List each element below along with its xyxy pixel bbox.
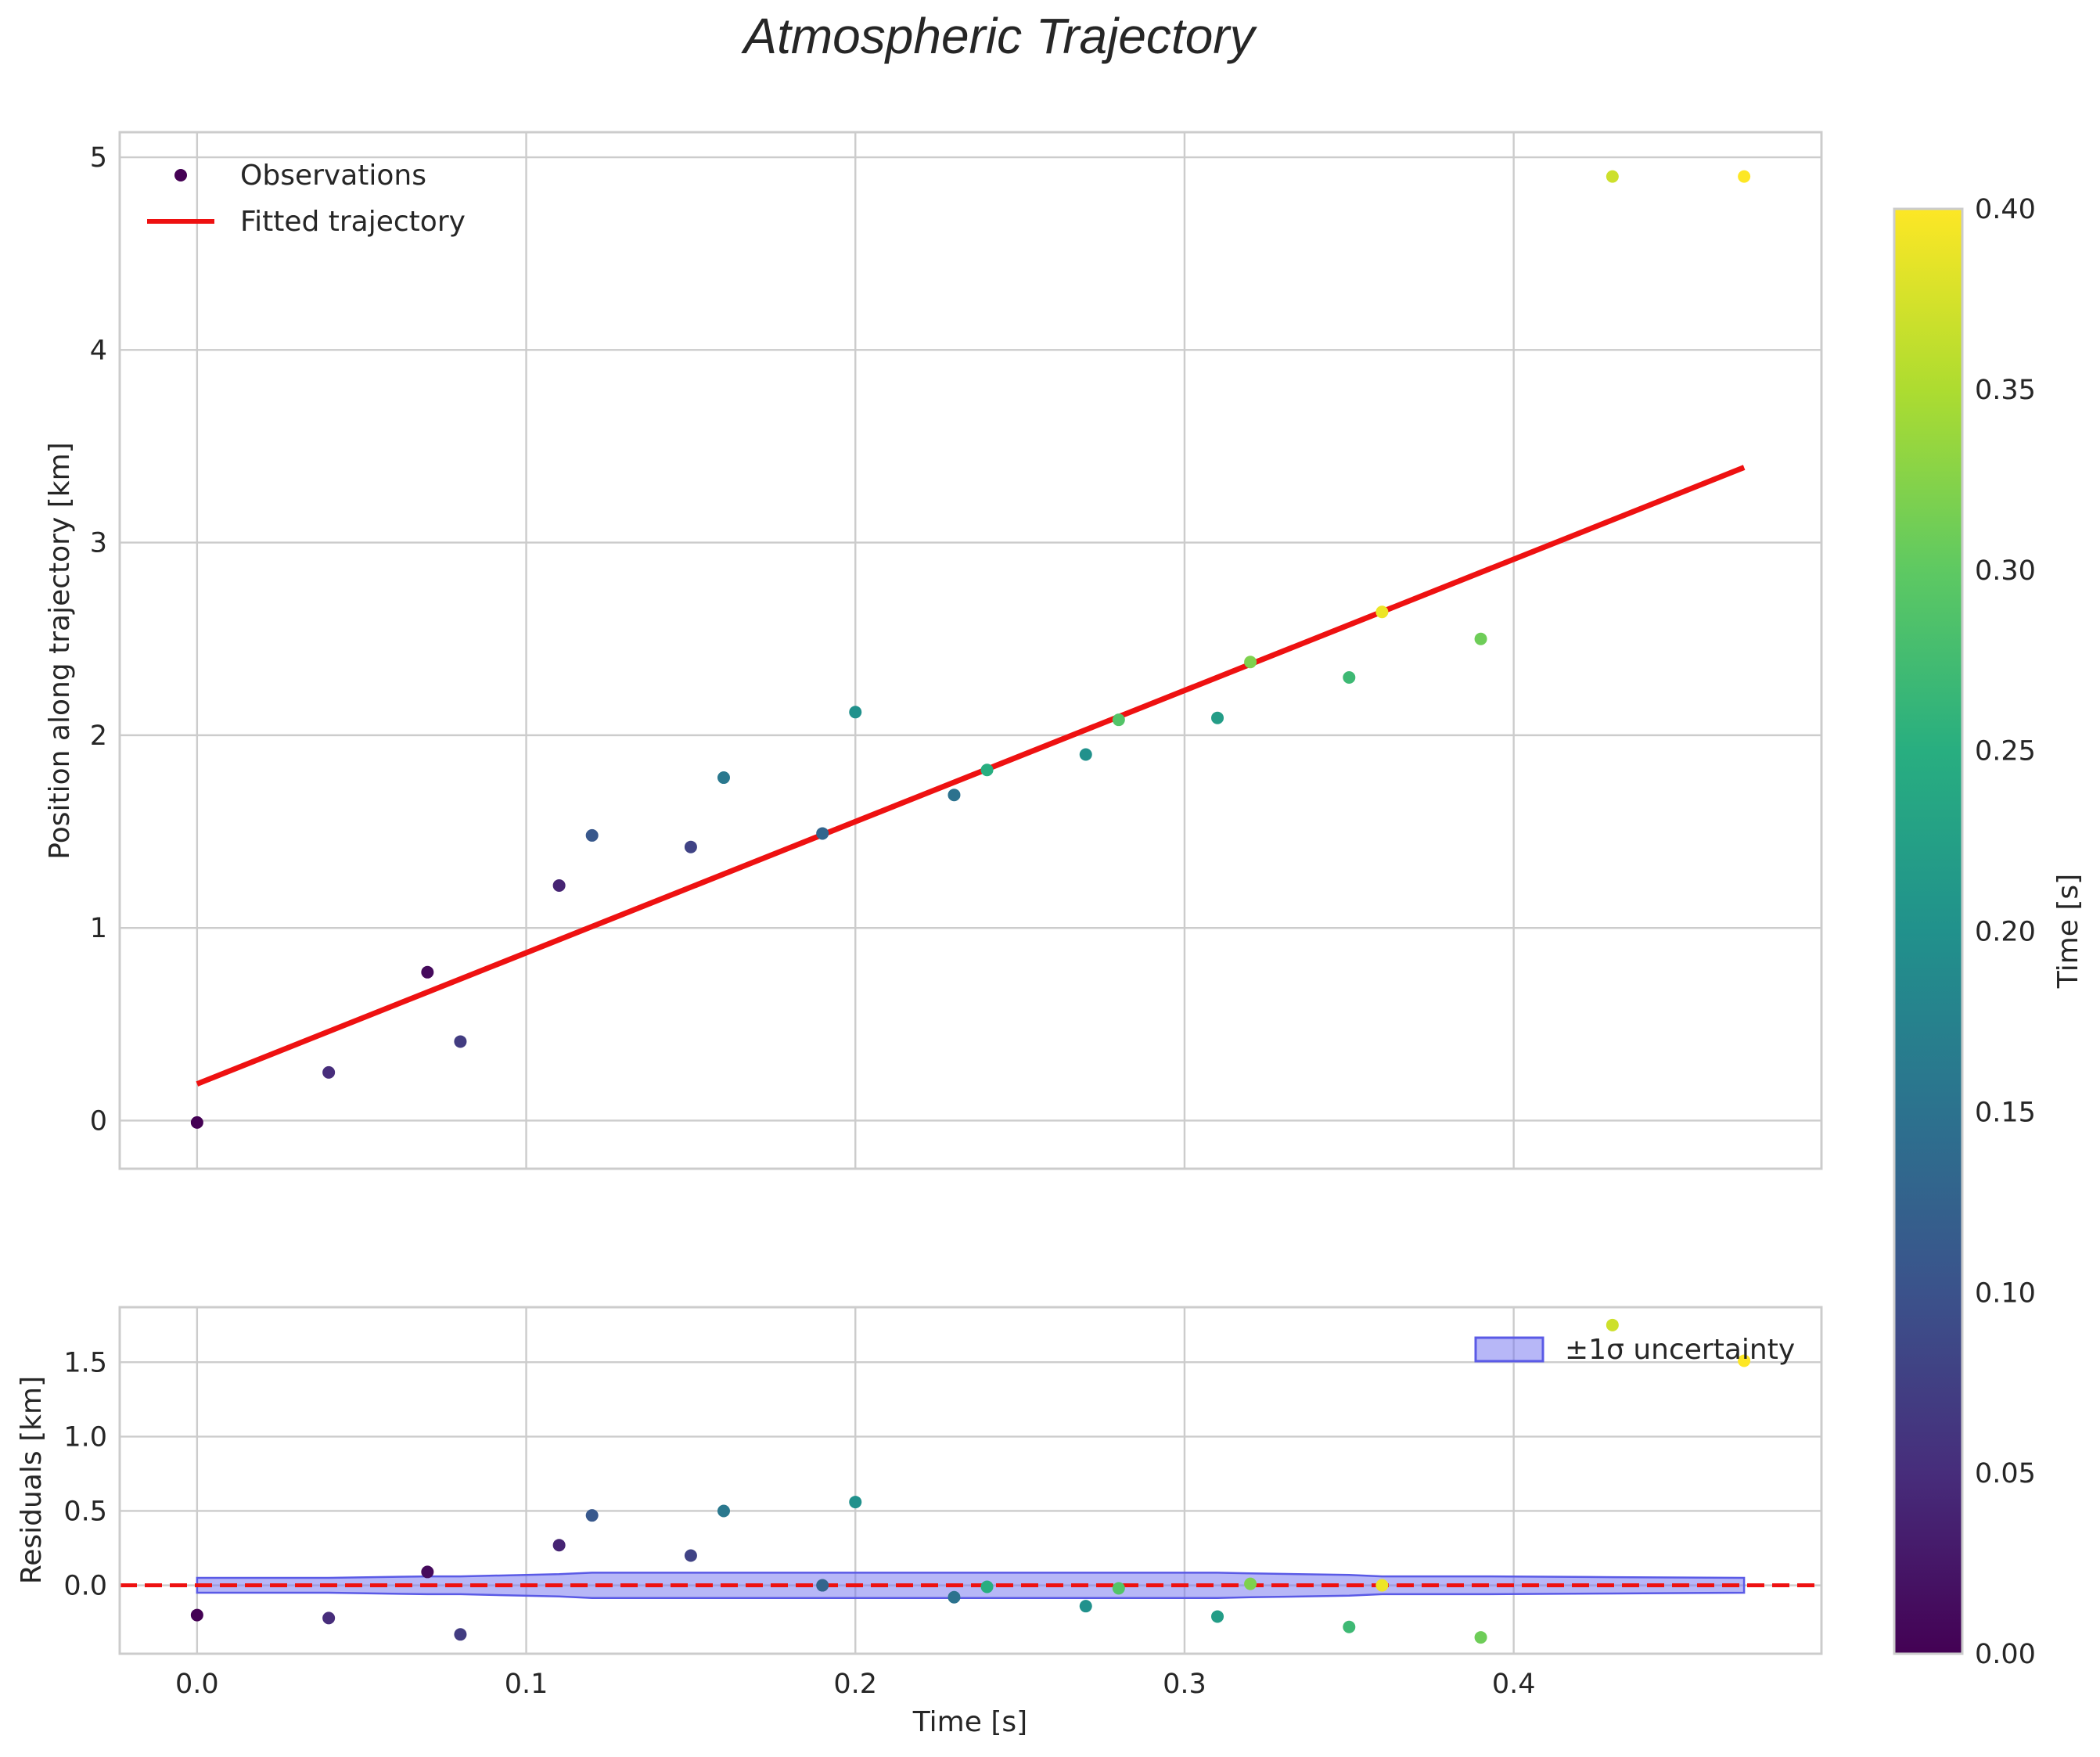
top-panel-frame [118, 131, 1823, 1170]
colorbar-tick-label: 0.40 [1975, 194, 2036, 225]
residual-point [1211, 1610, 1224, 1623]
residual-point [1079, 1600, 1092, 1613]
observation-point [849, 706, 862, 719]
top-y-tick-label: 1 [90, 913, 107, 944]
x-tick-label: 0.4 [1492, 1669, 1536, 1700]
observation-point [190, 1116, 203, 1129]
observation-point [1474, 632, 1487, 645]
top-y-tick-label: 2 [90, 720, 107, 752]
observation-point [1343, 670, 1356, 684]
bottom-y-tick-labels: 0.0 0.5 1.0 1.5 [63, 1347, 107, 1601]
top-y-axis-label: Position along trajectory [km] [44, 442, 76, 859]
fitted-trajectory-line [196, 465, 1746, 1087]
residual-point [717, 1504, 730, 1518]
colorbar: 0.00 0.05 0.10 0.15 0.20 0.25 0.30 0.35 0.40 Tim… [1893, 194, 2084, 1670]
bottom-panel-frame [118, 1306, 1823, 1655]
observation-point [816, 827, 829, 840]
top-y-tick-labels: 0 1 2 3 4 5 [90, 142, 107, 1137]
residual-point [552, 1539, 566, 1552]
residual-point [1375, 1579, 1389, 1592]
chart-title: Atmospheric Trajectory [740, 8, 1257, 64]
observation-point [948, 789, 961, 802]
bottom-y-tick-label: 1.5 [63, 1347, 107, 1378]
colorbar-tick-label: 0.10 [1975, 1277, 2036, 1309]
bottom-y-tick-label: 0.0 [63, 1571, 107, 1602]
residual-point [585, 1509, 599, 1522]
residual-point [684, 1549, 697, 1562]
top-y-tick-label: 0 [90, 1105, 107, 1137]
bottom-y-tick-label: 1.0 [63, 1421, 107, 1453]
legend-fit-label: Fitted trajectory [240, 206, 466, 238]
top-panel: 0 1 2 3 4 5 Position along trajectory [km] Ob… [44, 131, 1823, 1170]
observation-point [454, 1035, 467, 1048]
observation-point [1375, 605, 1389, 619]
bottom-y-axis-label: Residuals [km] [16, 1376, 48, 1584]
fitted-trajectory-layer [196, 465, 1746, 1087]
observation-point [585, 828, 599, 842]
residual-point [1112, 1582, 1125, 1595]
colorbar-tick-labels: 0.00 0.05 0.10 0.15 0.20 0.25 0.30 0.35 0.40 [1975, 194, 2036, 1670]
residual-point [849, 1496, 862, 1509]
observation-point [1079, 748, 1092, 761]
colorbar-gradient [1893, 207, 1964, 1655]
observation-point [1211, 711, 1224, 724]
observation-point [1606, 170, 1619, 183]
residual-point [421, 1565, 434, 1579]
residual-point [1738, 1354, 1751, 1367]
residuals-layer [190, 1318, 1751, 1644]
legend-band-swatch [1474, 1336, 1544, 1363]
colorbar-tick-label: 0.00 [1975, 1639, 2036, 1670]
legend-observations-label: Observations [240, 160, 426, 192]
bottom-y-tick-label: 0.5 [63, 1496, 107, 1527]
x-tick-label: 0.2 [833, 1669, 877, 1700]
colorbar-tick-label: 0.05 [1975, 1458, 2036, 1489]
observation-point [421, 965, 434, 979]
x-tick-label: 0.1 [505, 1669, 548, 1700]
residual-point [322, 1611, 336, 1625]
bottom-legend: ±1σ uncertainty [1474, 1334, 1795, 1366]
uncertainty-band [196, 1572, 1746, 1599]
residual-point [816, 1579, 829, 1592]
residual-point [1343, 1620, 1356, 1633]
residual-point [980, 1580, 994, 1594]
observation-point [1738, 170, 1751, 183]
x-tick-label: 0.3 [1163, 1669, 1206, 1700]
x-tick-label: 0.0 [175, 1669, 219, 1700]
x-axis-label: Time [s] [912, 1706, 1027, 1738]
observations-layer [190, 170, 1751, 1129]
residual-point [454, 1628, 467, 1641]
observation-point [1244, 656, 1257, 669]
residual-point [1606, 1318, 1619, 1331]
legend-observations-marker [174, 169, 187, 181]
observation-point [1112, 713, 1125, 727]
observation-point [322, 1065, 336, 1079]
bottom-panel: 0.0 0.5 1.0 1.5 0.0 0.1 0.2 0.3 0.4 Residuals [… [16, 1306, 1823, 1738]
uncertainty-band-layer [196, 1572, 1746, 1599]
top-y-tick-label: 4 [90, 335, 107, 366]
observation-point [684, 840, 697, 853]
top-gridlines [120, 132, 1821, 1169]
residual-point [948, 1590, 961, 1604]
top-y-tick-label: 3 [90, 528, 107, 559]
colorbar-tick-label: 0.30 [1975, 555, 2036, 587]
residual-point [1244, 1577, 1257, 1590]
legend-band-label: ±1σ uncertainty [1565, 1334, 1795, 1366]
bottom-x-tick-labels: 0.0 0.1 0.2 0.3 0.4 [175, 1669, 1535, 1700]
observation-point [717, 771, 730, 785]
top-legend: Observations Fitted trajectory [147, 160, 466, 238]
colorbar-tick-label: 0.20 [1975, 917, 2036, 948]
colorbar-label: Time [s] [2052, 874, 2084, 989]
observation-point [980, 764, 994, 777]
residual-point [190, 1608, 203, 1622]
colorbar-tick-label: 0.15 [1975, 1097, 2036, 1128]
top-y-tick-label: 5 [90, 142, 107, 174]
observation-point [552, 878, 566, 892]
colorbar-tick-label: 0.35 [1975, 375, 2036, 406]
residual-point [1474, 1631, 1487, 1644]
colorbar-tick-label: 0.25 [1975, 736, 2036, 767]
bottom-gridlines [120, 1307, 1821, 1654]
